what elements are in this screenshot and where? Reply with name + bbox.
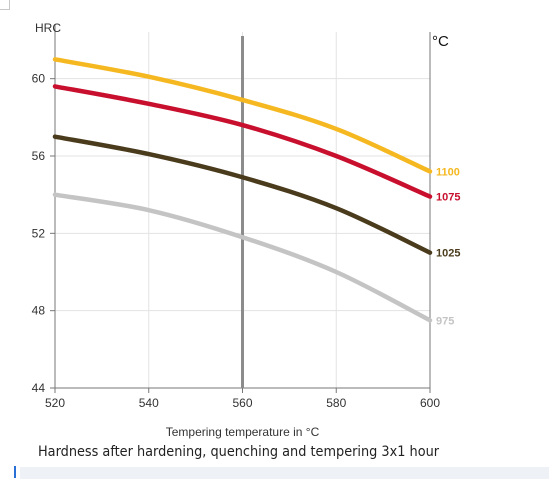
bottom-strip — [20, 467, 549, 479]
y-tick-label: 44 — [32, 381, 46, 395]
unit-label: °C — [432, 33, 449, 50]
x-tick-label: 560 — [232, 396, 252, 410]
series-label-975: 975 — [436, 315, 454, 327]
series-lines — [52, 57, 433, 323]
series-label-1025: 1025 — [436, 248, 460, 260]
labels: 520 540 560 580 600 44 48 52 56 60 1100 1075 1025 975… — [32, 21, 461, 439]
series-line-1025 — [52, 134, 433, 255]
text-cursor — [14, 466, 16, 478]
series-label-1075: 1075 — [436, 192, 460, 204]
x-tick-label: 600 — [420, 396, 440, 410]
series-line-1075 — [52, 84, 433, 199]
y-tick-label: 52 — [32, 226, 46, 240]
hardness-line-chart: 520 540 560 580 600 44 48 52 56 60 1100 1075 1025 975… — [32, 21, 461, 439]
x-tick-label: 520 — [45, 396, 65, 410]
axes — [50, 24, 431, 393]
series-label-1100: 1100 — [436, 166, 460, 178]
series-line-975 — [52, 192, 433, 323]
y-tick-label: 60 — [32, 72, 46, 86]
x-axis-label: Tempering temperature in °C — [166, 425, 320, 439]
chart-caption: Hardness after hardening, quenching and … — [38, 444, 440, 460]
series-line-1100 — [52, 57, 433, 174]
y-tick-label: 56 — [32, 149, 46, 163]
y-axis-label: HRC — [35, 21, 61, 35]
y-tick-label: 48 — [32, 304, 46, 318]
x-tick-label: 540 — [139, 396, 159, 410]
x-tick-label: 580 — [326, 396, 346, 410]
window-corner-mark — [0, 0, 10, 10]
